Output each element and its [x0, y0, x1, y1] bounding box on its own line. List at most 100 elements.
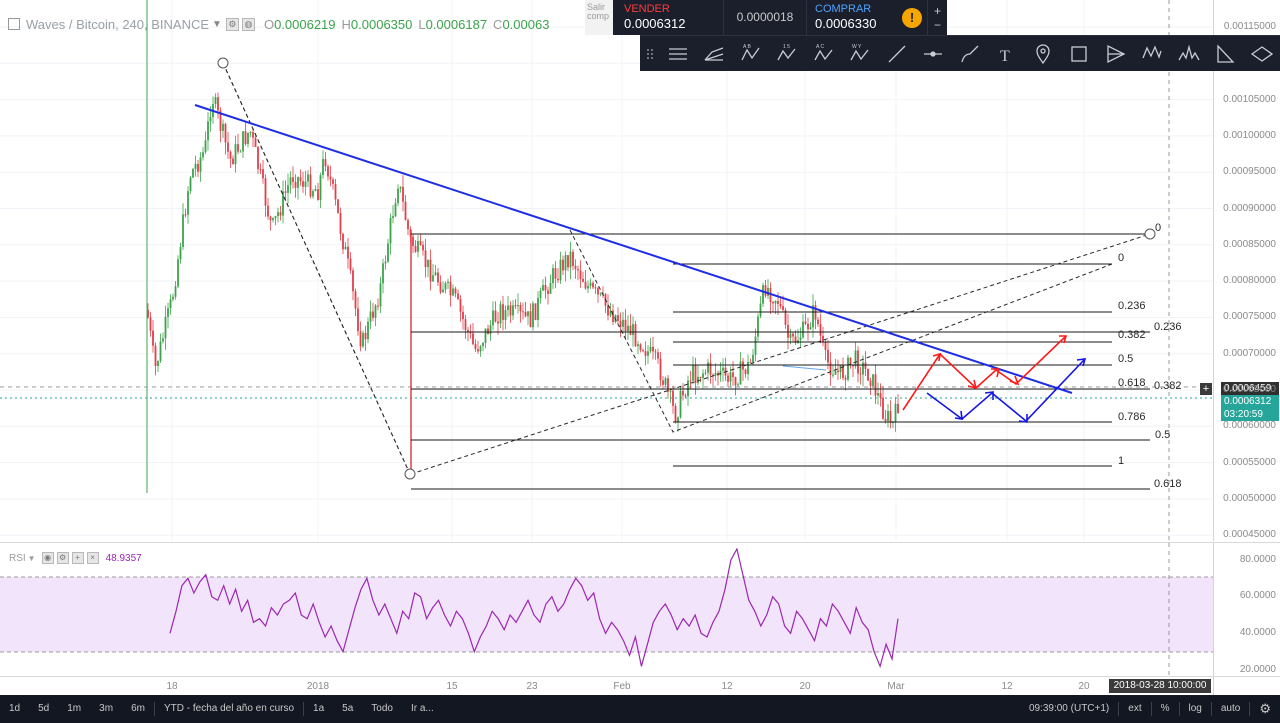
main-chart-pane[interactable]: 0 0.236 0.382 0.5 0.618 0 0.236 0.382 0.…: [0, 0, 1213, 541]
percent-scale-toggle[interactable]: %: [1160, 703, 1170, 714]
candle-body: [777, 300, 779, 304]
candle-body: [517, 305, 519, 307]
price-axis[interactable]: 0.0006459 0.0006312 03:20:59 0.00115000 0…: [1213, 0, 1280, 541]
candle-body: [784, 309, 787, 325]
candle-body: [302, 181, 304, 187]
horizontal-lines-icon[interactable]: [660, 37, 697, 71]
price-axis-tick: 0.00080000: [1223, 275, 1276, 287]
gear-icon[interactable]: ⚙: [1259, 701, 1271, 716]
ellipse-icon[interactable]: [1244, 37, 1280, 71]
candle-body: [229, 151, 232, 159]
sell-button[interactable]: VENDER 0.0006312: [613, 0, 723, 35]
settings-icon[interactable]: ⚙: [225, 17, 239, 31]
candle-body: [169, 299, 172, 309]
main-chart-canvas[interactable]: 0 0.236 0.382 0.5 0.618 0 0.236 0.382 0.…: [0, 0, 1213, 541]
red-projection-path[interactable]: [902, 335, 1068, 411]
candle-body: [767, 287, 769, 296]
candle-body: [657, 352, 659, 359]
fib-handle[interactable]: [1144, 228, 1156, 240]
log-scale-toggle[interactable]: log: [1188, 703, 1202, 714]
rsi-visibility-icon[interactable]: ◉: [41, 552, 54, 564]
rsi-chart[interactable]: [0, 543, 1213, 676]
candle-body: [532, 303, 534, 328]
format-icon[interactable]: ◍: [241, 17, 255, 31]
range-button[interactable]: Todo: [371, 703, 393, 714]
candle-body: [202, 152, 204, 158]
candle-body: [807, 323, 809, 330]
fib-label-05: 0.5: [1155, 429, 1170, 441]
collapse-legend-icon[interactable]: [8, 18, 20, 30]
pitchfork-icon[interactable]: [696, 37, 733, 71]
range-button[interactable]: 1m: [67, 703, 82, 714]
symbol-title[interactable]: Waves / Bitcoin, 240, BINANCE: [26, 16, 210, 32]
candle-body: [702, 373, 704, 378]
rsi-axis[interactable]: 80.0000 60.0000 40.0000 20.0000: [1213, 542, 1280, 676]
wxy-pattern-icon[interactable]: W Y: [842, 37, 879, 71]
candle-body: [377, 305, 379, 307]
range-button[interactable]: 3m: [99, 703, 114, 714]
rectangle-icon[interactable]: [1061, 37, 1098, 71]
timezone-clock[interactable]: 09:39:00 (UTC+1): [1028, 703, 1110, 714]
candle-body: [587, 285, 589, 289]
minus-icon[interactable]: −: [933, 17, 941, 32]
brush-icon[interactable]: [952, 37, 989, 71]
gann-fan-icon[interactable]: [1098, 37, 1135, 71]
candle-body: [544, 285, 547, 291]
price-axis-tick: 0.00060000: [1223, 420, 1276, 432]
price-axis-tick: 0.00100000: [1223, 129, 1276, 141]
drag-handle[interactable]: [640, 47, 660, 61]
spread-value: 0.0000018: [723, 0, 807, 35]
time-axis-tick: 2018: [306, 681, 330, 692]
candle-body: [232, 158, 234, 165]
candle-body: [752, 354, 754, 363]
range-button[interactable]: YTD - fecha del año en curso: [163, 703, 295, 714]
quantity-stepper[interactable]: + −: [927, 0, 947, 35]
blue-projection-path[interactable]: [926, 358, 1087, 423]
mini-trend-line[interactable]: [782, 365, 827, 371]
candle-body: [892, 422, 894, 424]
horizontal-ray-icon[interactable]: [915, 37, 952, 71]
triangle-icon[interactable]: [1207, 37, 1244, 71]
chevron-down-icon[interactable]: ▼: [27, 553, 36, 563]
auto-scale-toggle[interactable]: auto: [1220, 703, 1241, 714]
fib-small-label-05: 0.5: [1118, 353, 1133, 365]
pin-icon[interactable]: [1025, 37, 1062, 71]
head-shoulders-icon[interactable]: [1171, 37, 1208, 71]
zigzag-handle[interactable]: [404, 468, 416, 480]
abcd-cypher-icon[interactable]: A C: [806, 37, 843, 71]
rsi-add-icon[interactable]: +: [71, 552, 84, 564]
candle-body: [437, 272, 439, 283]
plus-icon[interactable]: +: [933, 3, 941, 18]
elliott-wave-icon[interactable]: [1134, 37, 1171, 71]
zigzag-handle[interactable]: [217, 57, 229, 69]
time-axis-corner: [1213, 676, 1280, 695]
chevron-down-icon[interactable]: ▼: [212, 18, 222, 30]
buy-button[interactable]: COMPRAR 0.0006330: [807, 0, 897, 35]
rsi-pane[interactable]: RSI ▼ ◉ ⚙ + × 48.9357: [0, 542, 1213, 676]
range-button[interactable]: 1a: [313, 703, 325, 714]
text-icon[interactable]: T: [988, 37, 1025, 71]
trend-line-icon[interactable]: [879, 37, 916, 71]
range-button[interactable]: Ir a...: [410, 703, 434, 714]
candle-body: [287, 185, 289, 193]
rsi-name[interactable]: RSI: [9, 552, 26, 564]
exit-trading-button[interactable]: Salir comp: [585, 0, 613, 35]
range-button[interactable]: 1d: [9, 703, 21, 714]
rsi-settings-icon[interactable]: ⚙: [56, 552, 69, 564]
buy-price: 0.0006330: [815, 16, 877, 31]
abcd-pattern-icon[interactable]: A B: [733, 37, 770, 71]
time-axis[interactable]: 18 2018 15 23 Feb 12 20 Mar 12 20: [0, 676, 1213, 695]
add-alert-button[interactable]: +: [1200, 383, 1212, 395]
range-button[interactable]: 5d: [38, 703, 50, 714]
rsi-close-icon[interactable]: ×: [86, 552, 99, 564]
info-button[interactable]: !: [897, 0, 927, 35]
candle-body: [667, 378, 669, 392]
xabcd-pattern-icon[interactable]: 1 5: [769, 37, 806, 71]
downtrend-line[interactable]: [194, 104, 1073, 394]
candle-body: [599, 293, 602, 295]
candle-body: [612, 310, 614, 323]
range-button[interactable]: 6m: [131, 703, 145, 714]
candle-body: [564, 255, 567, 271]
extended-hours-toggle[interactable]: ext: [1128, 703, 1142, 714]
range-button[interactable]: 5a: [342, 703, 354, 714]
